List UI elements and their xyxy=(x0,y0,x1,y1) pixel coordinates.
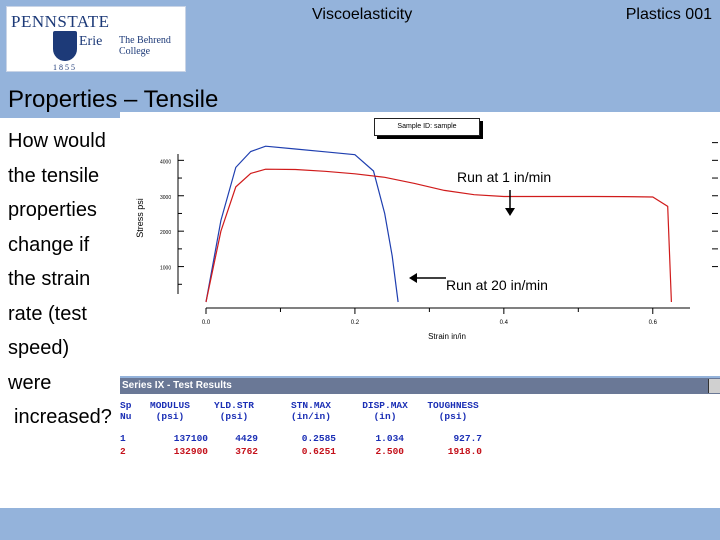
y-tick-label: 3000 xyxy=(160,195,171,201)
x-tick-label: 0.0 xyxy=(202,320,211,326)
table-cell: 1918.0 xyxy=(447,446,482,457)
chart-panel: 1000 2000 3000 4000 0.0 0.2 0.4 0.6 Stress psi… xyxy=(120,112,720,376)
x-tick-label: 0.6 xyxy=(649,320,658,326)
col-header-line1: STN.MAX xyxy=(291,400,331,411)
question-line: increased? xyxy=(14,406,112,428)
table-cell: 3762 xyxy=(235,446,258,457)
results-panel: Series IX - Test Results Sp Nu MODULUS (… xyxy=(120,378,720,508)
annotation-run-fast: Run at 20 in/min xyxy=(446,277,548,293)
bottom-bar xyxy=(0,510,720,540)
table-cell: 0.6251 xyxy=(301,446,336,457)
x-tick-label: 0.2 xyxy=(351,320,360,326)
question-line: the tensile xyxy=(8,164,100,187)
results-title-bar: Series IX - Test Results xyxy=(120,378,720,394)
col-header-line1: Sp xyxy=(120,400,132,411)
question-line: rate (test xyxy=(8,302,87,325)
question-line: the strain xyxy=(8,268,91,290)
y-axis: 1000 2000 3000 4000 xyxy=(160,154,184,294)
penn-state-behrend-logo: PENNSTATE Erie The Behrend College 1855 xyxy=(6,6,186,72)
y-tick-label: 1000 xyxy=(160,266,171,272)
header-title: Viscoelasticity xyxy=(312,6,413,23)
table-cell: 927.7 xyxy=(453,433,482,444)
shield-icon xyxy=(53,31,77,61)
slide-title: Properties – Tensile xyxy=(8,86,219,113)
col-header-line2: (psi) xyxy=(438,411,468,422)
logo-college-line1: The Behrend xyxy=(119,35,171,46)
col-header-line1: DISP.MAX xyxy=(362,400,408,411)
table-cell: 137100 xyxy=(173,433,208,444)
question-line: speed) xyxy=(8,337,70,359)
question-line: How would xyxy=(8,130,106,152)
results-title: Series IX - Test Results xyxy=(122,380,232,391)
table-cell: 1 xyxy=(120,433,126,444)
stress-strain-chart: 1000 2000 3000 4000 0.0 0.2 0.4 0.6 Stress psi… xyxy=(135,142,718,341)
logo-campus: Erie xyxy=(79,34,103,49)
annotation-arrow-fast-head xyxy=(409,273,417,283)
sample-id-tag: Sample ID: sample xyxy=(374,118,480,136)
x-axis-label: Strain in/in xyxy=(428,332,466,341)
y-tick-label: 2000 xyxy=(160,230,171,236)
col-header-line1: MODULUS xyxy=(150,400,190,411)
col-header-line2: (psi) xyxy=(219,411,249,422)
course-label: Plastics 001 xyxy=(625,6,712,23)
y-tick-label: 4000 xyxy=(160,159,171,165)
question-line: change if xyxy=(8,233,90,256)
col-header-line2: (psi) xyxy=(155,411,185,422)
series-line-20-in-min xyxy=(205,145,399,303)
logo-year: 1855 xyxy=(53,63,77,72)
table-cell: 132900 xyxy=(173,446,208,457)
annotation-run-slow: Run at 1 in/min xyxy=(457,169,551,185)
col-header-line1: TOUGHNESS xyxy=(427,400,479,411)
question-line: properties xyxy=(8,199,97,221)
x-tick-label: 0.4 xyxy=(500,320,509,326)
col-header-line2: Nu xyxy=(120,411,132,422)
col-header-toughness: TOUGHNESS (psi) xyxy=(418,400,488,422)
col-header-sp: Sp Nu xyxy=(120,400,134,422)
col-header-yld-str: YLD.STR (psi) xyxy=(206,400,262,422)
logo-college: The Behrend College xyxy=(119,35,185,57)
table-cell: 0.2585 xyxy=(301,433,336,444)
col-header-line2: (in) xyxy=(373,411,397,422)
table-cell: 1.034 xyxy=(375,433,404,444)
logo-college-line2: College xyxy=(119,46,151,57)
x-axis: 0.0 0.2 0.4 0.6 xyxy=(202,307,690,326)
col-header-stn-max: STN.MAX (in/in) xyxy=(280,400,342,422)
right-axis-ticks xyxy=(712,142,718,268)
table-cell: 4429 xyxy=(235,433,258,444)
scroll-button[interactable] xyxy=(708,379,720,393)
question-line: were xyxy=(8,371,52,394)
y-axis-label: Stress psi xyxy=(135,198,145,238)
col-header-line2: (in/in) xyxy=(291,411,331,422)
table-cell: 2 xyxy=(120,446,126,457)
table-cell: 2.500 xyxy=(375,446,404,457)
col-header-line1: YLD.STR xyxy=(214,400,254,411)
side-panel xyxy=(0,118,120,508)
series-line-1-in-min xyxy=(205,168,672,303)
annotation-arrow-slow-head xyxy=(505,208,515,216)
col-header-modulus: MODULUS (psi) xyxy=(142,400,198,422)
col-header-disp-max: DISP.MAX (in) xyxy=(354,400,416,422)
question-text: How would the tensile properties change … xyxy=(8,124,120,435)
logo-wordmark: PENNSTATE xyxy=(11,12,110,31)
series-group xyxy=(205,145,672,303)
